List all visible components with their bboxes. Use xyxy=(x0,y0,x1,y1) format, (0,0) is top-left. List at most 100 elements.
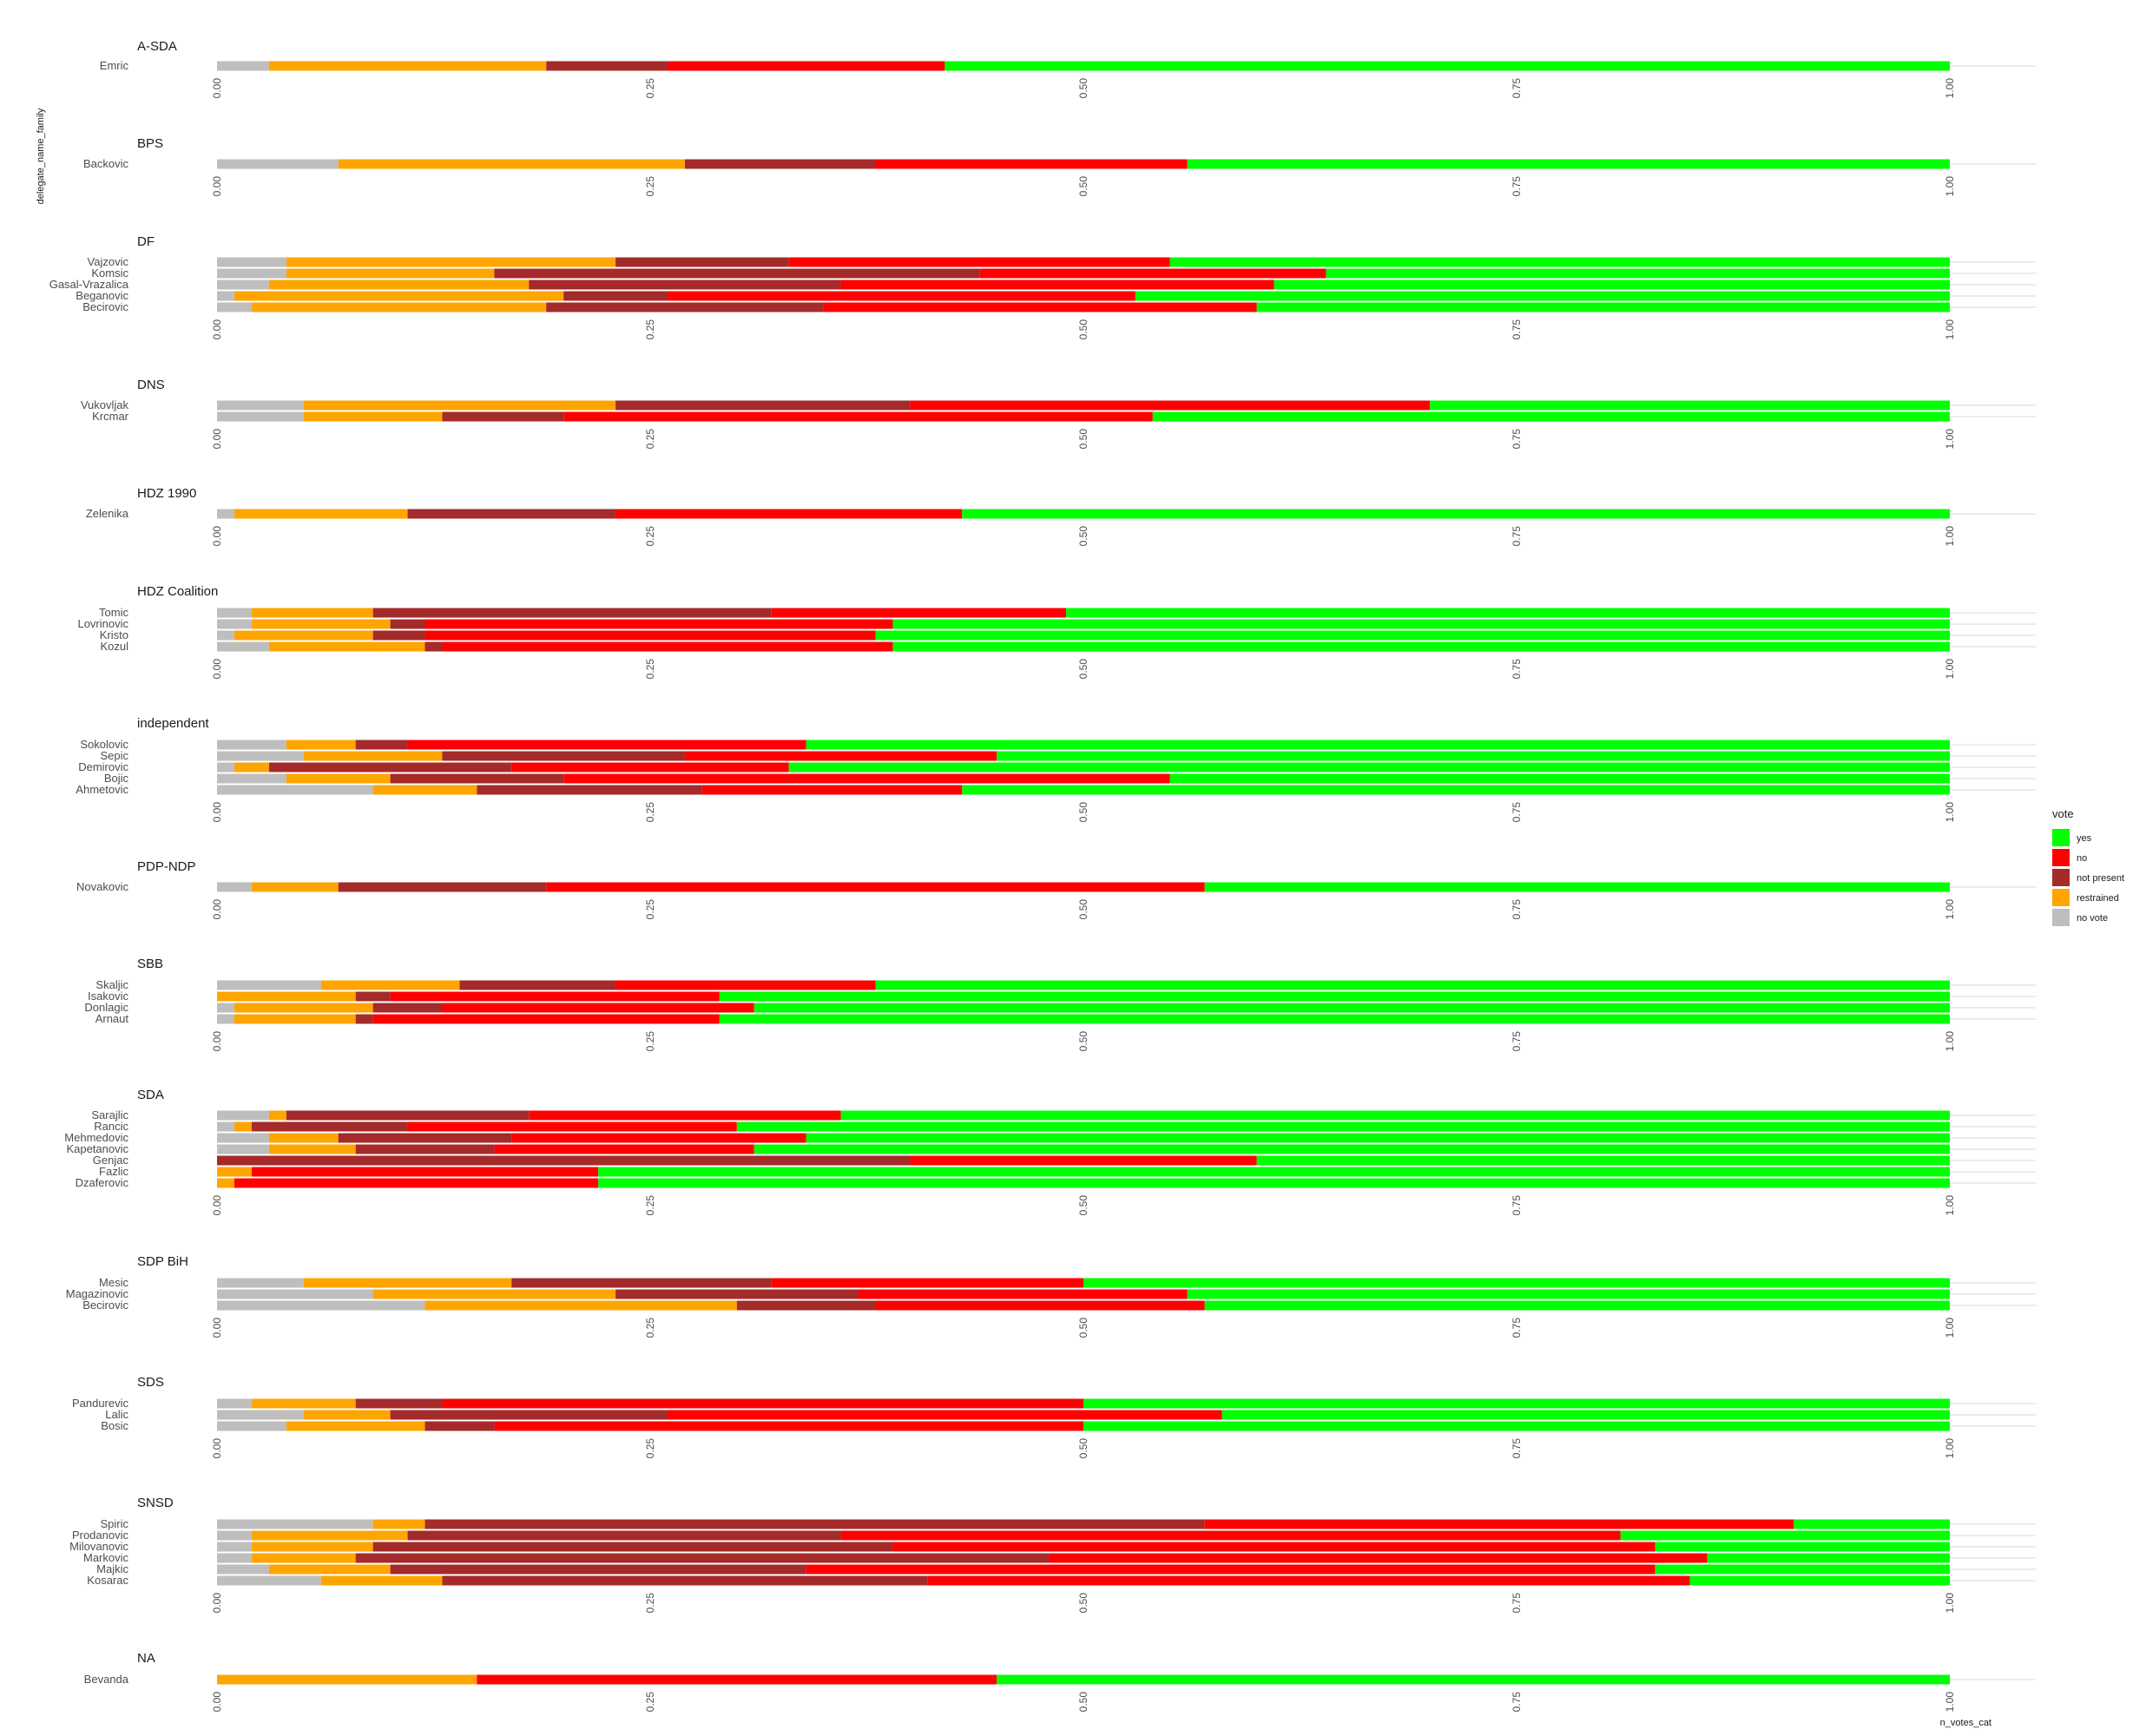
panel-hdz-1990: HDZ 1990 Zelenika 0.00 0.25 0.50 0.75 1.00 xyxy=(86,486,2036,546)
y-tick-label: Komsic xyxy=(91,266,128,279)
x-tick-label: 0.50 xyxy=(1077,78,1089,99)
legend-title: vote xyxy=(2052,807,2074,820)
bar-segment-no-vote xyxy=(217,641,269,652)
bar-segment-yes xyxy=(892,619,1950,629)
bar-segment-restrained xyxy=(217,1167,252,1177)
bar-segment-yes xyxy=(1274,279,1950,290)
legend-label: no vote xyxy=(2077,913,2108,924)
bar-segment-no xyxy=(615,980,876,990)
bar-segment-not-present xyxy=(736,1300,876,1311)
x-tick-label: 0.00 xyxy=(211,802,223,823)
y-tick-label: Kosarac xyxy=(87,1574,128,1587)
panel-title: independent xyxy=(137,716,209,731)
panel-sda: SDA SarajlicRancicMehmedovicKapetanovicGe… xyxy=(64,1088,2036,1215)
y-tick-label: Demirovic xyxy=(78,760,128,773)
bar-segment-yes xyxy=(1794,1519,1950,1529)
bar-segment-yes xyxy=(1187,1289,1950,1299)
bar-segment-restrained xyxy=(268,1110,286,1121)
y-tick-label: Dzaferovic xyxy=(76,1176,129,1189)
bar-segment-not-present xyxy=(390,1410,668,1420)
bar-segment-restrained xyxy=(251,1553,356,1563)
y-tick-label: Tomic xyxy=(99,606,128,619)
bar-segment-no-vote xyxy=(217,773,286,784)
bar-segment-no xyxy=(563,773,1170,784)
bar-segment-no xyxy=(1049,1553,1708,1563)
y-tick-label: Lovrinovic xyxy=(77,617,128,630)
legend-label: not present xyxy=(2077,873,2124,884)
y-tick-label: Milovanovic xyxy=(69,1540,128,1553)
panel-title: SNSD xyxy=(137,1496,174,1510)
bar-segment-not-present xyxy=(355,991,391,1002)
x-tick-label: 0.25 xyxy=(644,899,656,920)
x-tick-label: 0.75 xyxy=(1511,1031,1523,1052)
bar-segment-no-vote xyxy=(217,279,269,290)
bar-segment-yes xyxy=(962,785,1950,795)
x-axis-title: n_votes_cat xyxy=(1940,1718,1991,1728)
x-tick-label: 1.00 xyxy=(1944,1438,1956,1459)
bar-segment-no-vote xyxy=(217,751,304,761)
x-tick-label: 0.25 xyxy=(644,1031,656,1052)
bar-segment-not-present xyxy=(372,1542,893,1552)
legend-key-not-present xyxy=(2052,869,2070,886)
bar-segment-restrained xyxy=(286,740,356,750)
bar-segment-yes xyxy=(1655,1542,1950,1552)
bar-segment-yes xyxy=(754,1003,1950,1013)
bar-segment-yes xyxy=(1083,1421,1950,1431)
x-tick-label: 0.50 xyxy=(1077,429,1089,450)
y-tick-label: Sarajlic xyxy=(91,1108,128,1121)
bar-segment-yes xyxy=(1152,411,1950,422)
bar-segment-no xyxy=(788,257,1170,267)
x-tick-label: 0.00 xyxy=(211,1318,223,1338)
x-tick-label: 0.75 xyxy=(1511,1438,1523,1459)
bar-segment-yes xyxy=(1689,1575,1950,1586)
y-tick-label: Beganovic xyxy=(76,289,128,302)
y-tick-label: Rancic xyxy=(94,1120,128,1133)
bar-segment-yes xyxy=(1187,159,1950,169)
bar-segment-not-present xyxy=(546,302,824,312)
x-tick-label: 0.00 xyxy=(211,1438,223,1459)
bar-segment-not-present xyxy=(442,1575,928,1586)
bar-segment-no-vote xyxy=(217,1278,304,1288)
bar-segment-no-vote xyxy=(217,1014,234,1024)
bar-segment-restrained xyxy=(303,400,616,411)
bar-segment-no xyxy=(442,1398,1084,1409)
bar-segment-no xyxy=(251,1167,599,1177)
bar-segment-no xyxy=(667,61,945,71)
panel-title: A-SDA xyxy=(137,39,177,54)
bar-segment-restrained xyxy=(268,61,547,71)
y-tick-label: Kozul xyxy=(100,640,128,653)
x-tick-label: 0.25 xyxy=(644,1318,656,1338)
bar-segment-no xyxy=(771,608,1067,618)
bar-segment-restrained xyxy=(234,1003,373,1013)
bar-segment-restrained xyxy=(372,1289,616,1299)
bar-segment-restrained xyxy=(303,1278,512,1288)
panel-title: DF xyxy=(137,234,155,249)
bar-segment-no-vote xyxy=(217,1519,373,1529)
y-tick-label: Mehmedovic xyxy=(64,1131,128,1144)
panel-title: HDZ 1990 xyxy=(137,486,196,501)
bar-segment-not-present xyxy=(425,1421,495,1431)
bar-segment-no xyxy=(494,1144,754,1154)
x-tick-label: 0.50 xyxy=(1077,1318,1089,1338)
y-tick-label: Bosic xyxy=(101,1419,128,1432)
bar-segment-not-present xyxy=(390,773,564,784)
x-tick-label: 0.50 xyxy=(1077,1195,1089,1216)
bar-segment-not-present xyxy=(251,1121,408,1132)
facet-panels: A-SDA Emric 0.00 0.25 0.50 0.75 1.00 BPS Backovi… xyxy=(49,39,2036,1712)
bar-segment-no xyxy=(494,1421,1083,1431)
bar-segment-no-vote xyxy=(217,1542,252,1552)
bar-segment-no-vote xyxy=(217,1144,269,1154)
y-tick-label: Genjac xyxy=(93,1154,129,1167)
bar-segment-restrained xyxy=(268,1133,339,1143)
x-tick-label: 0.75 xyxy=(1511,526,1523,547)
bar-segment-no xyxy=(407,740,806,750)
x-tick-label: 0.50 xyxy=(1077,1031,1089,1052)
x-tick-label: 1.00 xyxy=(1944,899,1956,920)
panel-title: BPS xyxy=(137,136,163,151)
legend: vote yes no not present restrained no vote xyxy=(2052,807,2124,926)
bar-segment-yes xyxy=(1066,608,1950,618)
y-tick-label: Pandurevic xyxy=(72,1397,129,1410)
bar-segment-restrained xyxy=(303,411,443,422)
